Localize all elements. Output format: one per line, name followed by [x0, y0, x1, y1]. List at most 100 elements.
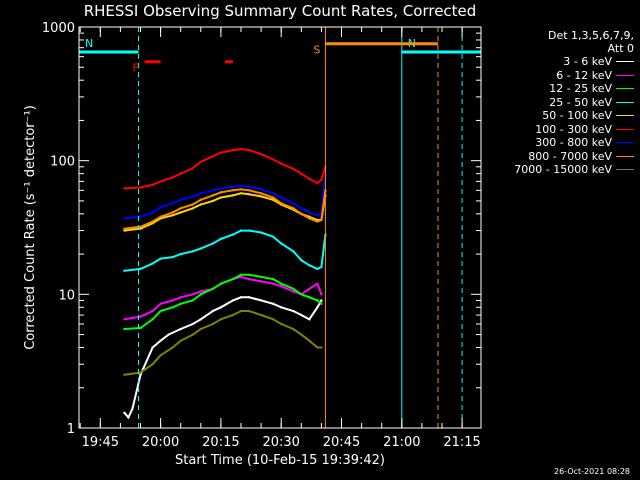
- series-layer: [123, 147, 327, 420]
- legend-label: 12 - 25 keV: [549, 82, 612, 95]
- data-point: [151, 183, 154, 186]
- data-point: [316, 267, 319, 271]
- data-point: [139, 373, 142, 377]
- data-point: [316, 346, 319, 349]
- x-tick-label: 21:15: [443, 435, 480, 450]
- data-point: [159, 339, 162, 342]
- annotation-label: N: [85, 37, 93, 50]
- legend-item: 25 - 50 keV: [549, 96, 634, 109]
- legend-swatch: [616, 169, 634, 170]
- data-point: [259, 313, 263, 317]
- data-point: [259, 280, 263, 283]
- data-point: [219, 306, 223, 309]
- y-axis-label: Corrected Count Rate (s⁻¹ detector⁻¹): [23, 105, 38, 350]
- data-point: [199, 198, 203, 201]
- x-tick-label: 20:30: [262, 435, 299, 450]
- data-point: [259, 299, 263, 302]
- data-point: [271, 282, 275, 285]
- data-point: [159, 205, 162, 209]
- annotation-label: F: [133, 62, 139, 75]
- data-point: [280, 242, 283, 245]
- data-point: [231, 313, 235, 317]
- data-point: [308, 264, 311, 267]
- data-point: [171, 306, 174, 309]
- legend-swatch: [616, 74, 634, 76]
- data-point: [316, 306, 319, 309]
- data-point: [211, 154, 215, 158]
- data-point: [239, 188, 243, 191]
- data-point: [191, 293, 194, 296]
- data-point: [123, 411, 126, 414]
- plot-frame: [78, 26, 482, 429]
- data-point: [239, 309, 243, 313]
- data-point: [219, 237, 223, 241]
- data-point: [320, 346, 323, 349]
- data-point: [292, 327, 295, 331]
- data-point: [292, 290, 295, 293]
- legend-label: 300 - 800 keV: [535, 136, 612, 149]
- data-point: [247, 277, 251, 281]
- data-point: [123, 318, 126, 321]
- data-point: [167, 333, 170, 336]
- data-point: [219, 196, 223, 199]
- data-point: [247, 185, 251, 188]
- data-point: [159, 309, 162, 313]
- data-point: [179, 327, 182, 331]
- data-point: [211, 199, 215, 203]
- axis-layer: 1 10 100 1000 19:45 20:00 20:15 20:30 20:45 21:00…: [23, 21, 482, 468]
- legend-header-detectors: Det 1,3,5,6,7,9,: [547, 29, 634, 42]
- data-point: [316, 214, 319, 217]
- data-point: [199, 293, 203, 296]
- data-point: [231, 185, 235, 188]
- series-line: [124, 229, 327, 272]
- data-point: [231, 194, 235, 197]
- data-point: [171, 299, 174, 302]
- data-point: [271, 235, 275, 238]
- data-point: [179, 172, 182, 175]
- x-tick-label: 20:15: [202, 435, 239, 450]
- data-point: [199, 327, 203, 331]
- data-point: [247, 193, 251, 196]
- data-point: [139, 225, 142, 229]
- data-point: [139, 186, 142, 189]
- data-point: [139, 371, 142, 374]
- series-line: [124, 310, 322, 376]
- data-point: [123, 227, 126, 230]
- data-point: [231, 148, 235, 152]
- x-tick-label: 19:45: [82, 435, 119, 450]
- legend-item: 50 - 100 keV: [542, 109, 634, 122]
- data-point: [123, 229, 126, 232]
- data-point: [191, 322, 194, 326]
- series-8: [123, 188, 327, 230]
- legend-swatch: [616, 101, 634, 103]
- legend-label: 7000 - 15000 keV: [514, 163, 612, 176]
- data-point: [139, 315, 142, 318]
- data-point: [239, 229, 243, 232]
- data-point: [239, 273, 243, 277]
- data-point: [239, 192, 243, 195]
- data-point: [199, 203, 203, 206]
- data-point: [179, 198, 182, 201]
- data-point: [259, 192, 263, 195]
- data-point: [219, 187, 223, 190]
- legend-swatch: [616, 88, 634, 89]
- data-point: [280, 282, 283, 285]
- data-point: [199, 160, 203, 164]
- data-point: [199, 247, 203, 250]
- data-point: [171, 214, 174, 217]
- y-tick-label: 1: [67, 422, 75, 437]
- data-point: [159, 354, 162, 357]
- legend-item: 300 - 800 keV: [535, 136, 634, 149]
- data-point: [191, 250, 194, 253]
- data-point: [316, 282, 319, 285]
- data-point: [179, 211, 182, 214]
- series-line: [124, 173, 327, 220]
- data-point: [271, 192, 275, 195]
- data-point: [219, 282, 223, 285]
- data-point: [300, 293, 303, 296]
- data-point: [280, 285, 283, 288]
- data-point: [231, 299, 235, 302]
- data-point: [280, 322, 283, 326]
- legend-item: 7000 - 15000 keV: [514, 163, 634, 176]
